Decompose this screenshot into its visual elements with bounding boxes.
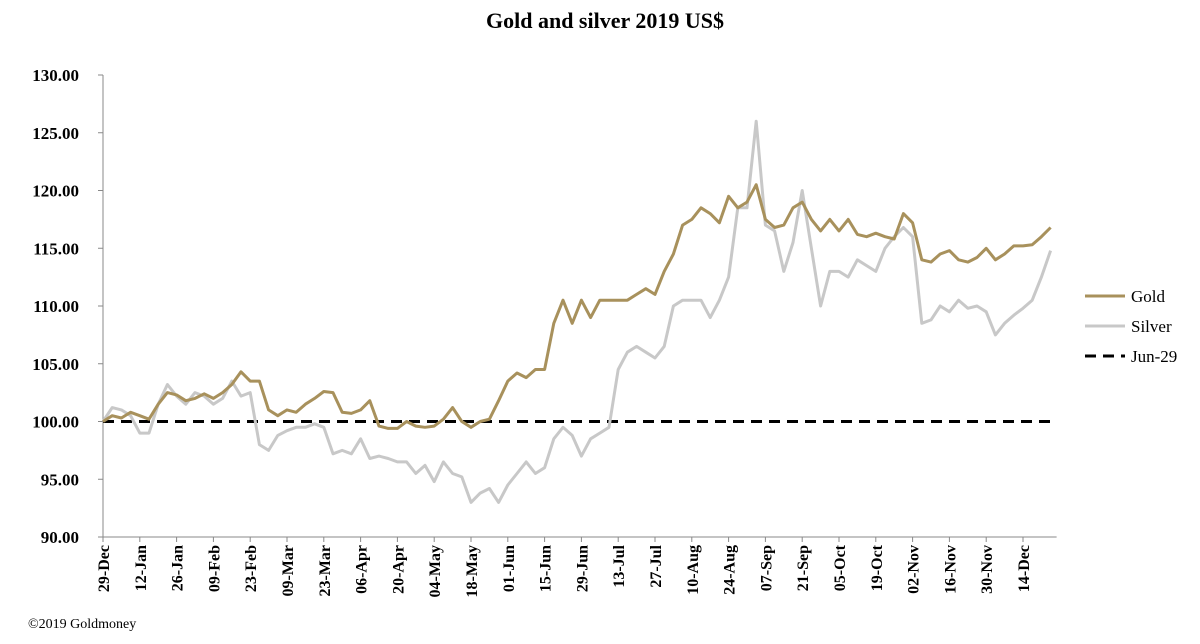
legend-label: Gold (1131, 287, 1166, 306)
y-tick-label: 130.00 (32, 66, 79, 85)
x-tick-label: 27-Jul (648, 544, 665, 587)
x-tick-label: 16-Nov (942, 545, 959, 594)
y-tick-label: 120.00 (32, 182, 79, 201)
y-tick-label: 125.00 (32, 124, 79, 143)
x-tick-label: 09-Mar (280, 545, 297, 597)
x-tick-label: 13-Jul (611, 544, 628, 587)
x-tick-label: 10-Aug (685, 545, 702, 595)
y-tick-label: 115.00 (33, 239, 79, 258)
x-tick-label: 26-Jan (170, 545, 187, 591)
x-tick-label: 02-Nov (906, 545, 923, 594)
x-tick-label: 19-Oct (869, 544, 886, 591)
x-tick-label: 18-May (464, 545, 481, 597)
x-tick-label: 20-Apr (390, 545, 407, 594)
x-tick-label: 07-Sep (758, 545, 775, 591)
x-tick-label: 29-Jun (574, 545, 591, 592)
x-tick-label: 04-May (427, 545, 444, 597)
x-tick-label: 23-Mar (317, 545, 334, 597)
x-tick-label: 06-Apr (354, 545, 371, 594)
x-tick-label: 09-Feb (206, 545, 223, 592)
x-tick-label: 01-Jun (501, 545, 518, 592)
x-tick-label: 29-Dec (96, 545, 113, 592)
legend-label: Jun-29 (1131, 347, 1177, 366)
x-tick-label: 30-Nov (979, 545, 996, 594)
y-tick-label: 95.00 (41, 470, 79, 489)
x-tick-label: 15-Jun (538, 545, 555, 592)
y-tick-label: 110.00 (33, 297, 79, 316)
x-tick-label: 21-Sep (795, 545, 812, 591)
x-tick-label: 23-Feb (243, 545, 260, 592)
chart-title: Gold and silver 2019 US$ (486, 8, 724, 33)
y-tick-label: 105.00 (32, 355, 79, 374)
series-line (102, 183, 1052, 430)
x-tick-label: 12-Jan (133, 545, 150, 591)
x-tick-label: 05-Oct (832, 544, 849, 591)
legend-label: Silver (1131, 317, 1172, 336)
x-tick-label: 24-Aug (722, 545, 739, 595)
y-tick-label: 90.00 (41, 528, 79, 547)
x-tick-label: 14-Dec (1016, 545, 1033, 592)
y-tick-label: 100.00 (32, 413, 79, 432)
footer: ©2019 Goldmoney (28, 617, 136, 632)
